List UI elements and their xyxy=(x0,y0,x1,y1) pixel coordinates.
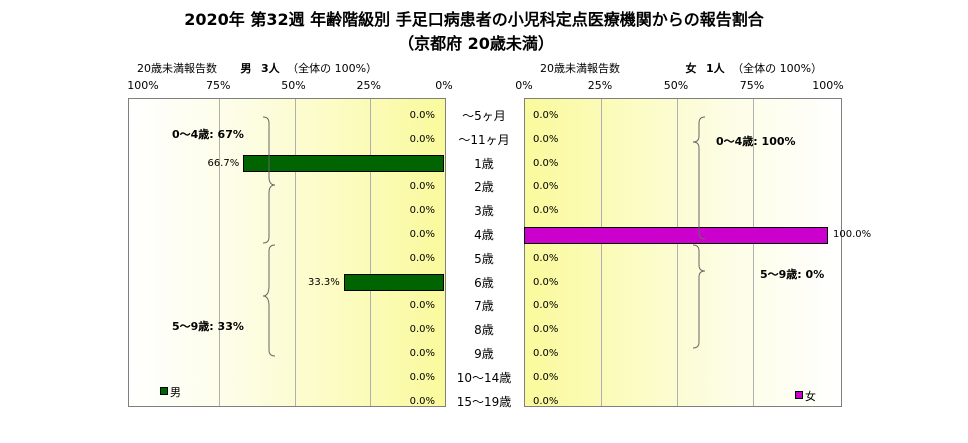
left-tick-label: 25% xyxy=(356,79,381,92)
female-value-label: 0.0% xyxy=(533,110,559,121)
right-tick-label: 100% xyxy=(812,79,844,92)
right-tick-label: 0% xyxy=(515,79,533,92)
male-bar xyxy=(343,274,444,292)
left-gridline xyxy=(369,99,371,406)
age-category-label: 1歳 xyxy=(474,156,494,171)
female-value-label: 0.0% xyxy=(533,157,559,169)
female-brace-5-9 xyxy=(692,244,706,349)
left-tick-label: 0% xyxy=(435,79,453,92)
chart-subtitle: （京都府 20歳未満） xyxy=(398,34,554,53)
female-value-label: 0.0% xyxy=(533,371,559,383)
male-brace-0-4 xyxy=(262,116,276,244)
female-value-label: 100.0% xyxy=(833,229,872,240)
female-value-label: 0.0% xyxy=(533,324,559,336)
female-header-note: （全体の 100%） xyxy=(732,62,823,75)
female-value-label: 0.0% xyxy=(533,348,559,359)
female-value-label: 0.0% xyxy=(533,205,559,217)
male-value-label: 0.0% xyxy=(409,324,435,336)
male-header-sex: 男 xyxy=(240,62,252,75)
male-value-label: 0.0% xyxy=(409,181,435,193)
male-value-label: 0.0% xyxy=(409,395,435,407)
age-category-label: 9歳 xyxy=(474,347,494,361)
male-brace-5-9 xyxy=(262,244,276,357)
age-category-label: 6歳 xyxy=(474,275,494,290)
male-header-caption: 20歳未満報告数 xyxy=(137,62,217,75)
legend-male: 男 xyxy=(160,384,181,400)
female-brace-0-4 xyxy=(692,116,706,240)
age-category-label: 5歳 xyxy=(474,251,494,266)
female-value-label: 0.0% xyxy=(533,395,559,407)
legend-female-swatch xyxy=(795,391,803,399)
legend-male-swatch xyxy=(160,387,168,395)
female-value-label: 0.0% xyxy=(533,300,559,312)
age-category-label: 8歳 xyxy=(474,323,494,338)
female-header: 20歳未満報告数 女 1人 （全体の 100%） xyxy=(540,60,822,76)
age-category-label: 4歳 xyxy=(474,228,494,242)
female-header-caption: 20歳未満報告数 xyxy=(540,62,620,75)
chart-title: 2020年 第32週 年齢階級別 手足口病患者の小児科定点医療機関からの報告割合 xyxy=(184,10,764,29)
annotation-female-0-4: 0～4歳: 100% xyxy=(716,135,796,148)
legend-female-label: 女 xyxy=(805,390,816,403)
right-gridline xyxy=(601,99,602,406)
left-tick-label: 100% xyxy=(127,79,159,92)
male-value-label: 0.0% xyxy=(409,229,435,240)
female-bar xyxy=(524,226,828,244)
female-value-label: 0.0% xyxy=(533,276,559,288)
male-header-count: 3人 xyxy=(261,62,280,75)
annotation-male-5-9: 5～9歳: 33% xyxy=(172,320,244,333)
age-category-label: 2歳 xyxy=(474,180,494,195)
right-gridline xyxy=(677,99,678,406)
male-header: 20歳未満報告数 男 3人 （全体の 100%） xyxy=(137,60,377,76)
left-tick-label: 75% xyxy=(206,79,231,92)
female-plot-area xyxy=(524,98,842,407)
age-category-label: 3歳 xyxy=(474,204,494,219)
male-value-label: 0.0% xyxy=(409,133,435,145)
right-tick-label: 75% xyxy=(739,79,765,92)
age-category-label: 7歳 xyxy=(474,299,494,314)
right-tick-label: 50% xyxy=(663,79,689,92)
left-gridline xyxy=(294,99,296,406)
right-tick-label: 25% xyxy=(587,79,613,92)
left-tick-label: 50% xyxy=(281,79,306,92)
legend-male-label: 男 xyxy=(170,386,181,399)
age-category-label: 10～14歳 xyxy=(456,370,512,385)
age-category-label: ～5ヶ月 xyxy=(462,109,506,123)
female-value-label: 0.0% xyxy=(533,252,559,264)
male-value-label: 33.3% xyxy=(308,276,340,288)
male-plot-area xyxy=(128,98,446,407)
age-category-label: ～11ヶ月 xyxy=(458,132,510,147)
male-value-label: 0.0% xyxy=(409,110,435,121)
female-value-label: 0.0% xyxy=(533,181,559,193)
female-value-label: 0.0% xyxy=(533,133,559,145)
female-header-count: 1人 xyxy=(706,62,725,75)
legend-female: 女 xyxy=(795,388,816,404)
right-gridline xyxy=(753,99,754,406)
male-header-note: （全体の 100%） xyxy=(287,62,378,75)
male-bar xyxy=(243,155,444,173)
male-value-label: 0.0% xyxy=(409,252,435,264)
annotation-male-0-4: 0～4歳: 67% xyxy=(172,128,244,141)
male-value-label: 0.0% xyxy=(409,371,435,383)
male-value-label: 0.0% xyxy=(409,205,435,217)
annotation-female-5-9: 5～9歳: 0% xyxy=(760,268,825,281)
male-value-label: 66.7% xyxy=(207,157,240,169)
age-category-label: 15～19歳 xyxy=(456,394,512,409)
left-gridline xyxy=(219,99,221,406)
male-value-label: 0.0% xyxy=(409,300,435,312)
female-header-sex: 女 xyxy=(685,62,697,75)
male-value-label: 0.0% xyxy=(409,348,435,359)
